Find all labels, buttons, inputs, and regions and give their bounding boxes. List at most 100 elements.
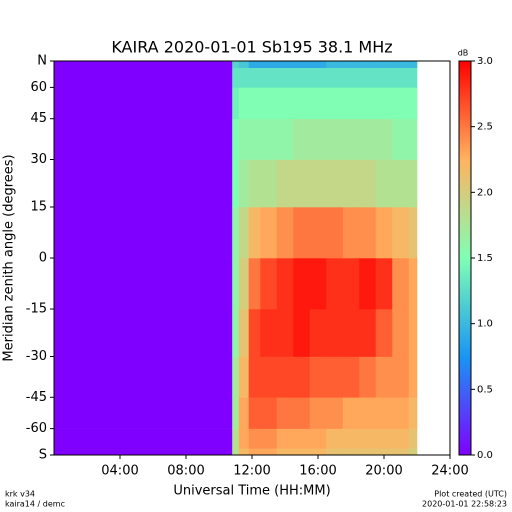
heatmap-cell	[232, 356, 240, 398]
heatmap-cell	[342, 67, 360, 88]
heatmap-cell	[232, 61, 240, 69]
heatmap-cell	[248, 308, 261, 357]
heatmap-cell	[375, 397, 393, 429]
heatmap-cell	[392, 308, 410, 357]
heatmap-cell	[232, 448, 240, 456]
heatmap-cell	[392, 67, 410, 88]
heatmap-cell	[326, 448, 344, 456]
heatmap-cell	[342, 397, 360, 429]
colorbar-tick-label: 1.0	[477, 319, 493, 330]
heatmap-cell	[359, 61, 377, 69]
heatmap-cell	[232, 428, 240, 449]
heatmap-cell	[293, 308, 311, 357]
heatmap-cell	[54, 258, 233, 310]
footer-text: 2020-01-01 22:58:23	[422, 500, 507, 509]
heatmap-cell	[375, 67, 393, 88]
heatmap-cell	[293, 159, 311, 208]
heatmap-cell	[276, 258, 294, 310]
heatmap-cell	[309, 356, 327, 398]
heatmap-cell	[342, 448, 360, 456]
heatmap-cell	[248, 448, 261, 456]
heatmap-cell	[276, 61, 294, 69]
heatmap-cell	[54, 159, 233, 208]
heatmap-cell	[375, 118, 393, 160]
heatmap-cell	[260, 67, 278, 88]
heatmap-cell	[238, 207, 249, 259]
y-tick-label: N	[37, 54, 47, 69]
y-tick-label: -30	[26, 349, 47, 364]
heatmap-cell	[326, 356, 344, 398]
heatmap-cell	[309, 397, 327, 429]
y-tick-label: 15	[30, 200, 47, 215]
heatmap-cell	[342, 308, 360, 357]
chart-title: KAIRA 2020-01-01 Sb195 38.1 MHz	[111, 38, 392, 57]
heatmap-cell	[238, 67, 249, 88]
heatmap	[54, 61, 418, 456]
heatmap-cell	[375, 61, 393, 69]
heatmap-cell	[276, 308, 294, 357]
heatmap-cell	[54, 308, 233, 357]
y-tick-label: S	[39, 448, 47, 463]
heatmap-cell	[260, 207, 278, 259]
colorbar-tick-label: 0.0	[477, 450, 493, 461]
heatmap-cell	[232, 397, 240, 429]
heatmap-cell	[326, 67, 344, 88]
heatmap-cell	[392, 159, 410, 208]
heatmap-cell	[359, 356, 377, 398]
heatmap-cell	[392, 258, 410, 310]
heatmap-cell	[293, 87, 311, 119]
heatmap-cell	[359, 159, 377, 208]
heatmap-cell	[293, 356, 311, 398]
heatmap-cell	[359, 448, 377, 456]
heatmap-cell	[54, 61, 233, 69]
heatmap-cell	[392, 207, 410, 259]
heatmap-cell	[359, 207, 377, 259]
heatmap-cell	[342, 258, 360, 310]
heatmap-cell	[260, 308, 278, 357]
heatmap-cell	[342, 428, 360, 449]
heatmap-cell	[238, 428, 249, 449]
heatmap-cell	[293, 448, 311, 456]
heatmap-cell	[248, 87, 261, 119]
heatmap-cell	[408, 87, 418, 119]
heatmap-cell	[309, 258, 327, 310]
heatmap-cell	[326, 397, 344, 429]
heatmap-cell	[359, 428, 377, 449]
heatmap-cell	[293, 67, 311, 88]
y-tick-label: 0	[39, 251, 47, 266]
heatmap-cell	[54, 67, 233, 88]
heatmap-cell	[408, 397, 418, 429]
heatmap-cell	[359, 258, 377, 310]
heatmap-cell	[359, 118, 377, 160]
heatmap-cell	[392, 61, 410, 69]
colorbar	[458, 60, 472, 456]
heatmap-cell	[232, 207, 240, 259]
heatmap-cell	[54, 118, 233, 160]
heatmap-cell	[276, 118, 294, 160]
x-tick-label: 04:00	[101, 464, 138, 479]
heatmap-cell	[293, 258, 311, 310]
heatmap-cell	[276, 67, 294, 88]
heatmap-cell	[375, 258, 393, 310]
heatmap-cell	[248, 207, 261, 259]
heatmap-cell	[408, 308, 418, 357]
heatmap-cell	[342, 61, 360, 69]
x-axis-label: Universal Time (HH:MM)	[173, 484, 330, 499]
heatmap-cell	[276, 428, 294, 449]
heatmap-cell	[359, 87, 377, 119]
y-tick-label: 30	[30, 152, 47, 167]
heatmap-cell	[408, 159, 418, 208]
y-tick-label: -45	[26, 390, 47, 405]
colorbar-tick-label: 2.5	[477, 122, 493, 133]
heatmap-cell	[326, 61, 344, 69]
heatmap-cell	[276, 356, 294, 398]
heatmap-cell	[260, 397, 278, 429]
heatmap-cell	[392, 428, 410, 449]
heatmap-cell	[260, 356, 278, 398]
heatmap-cell	[342, 159, 360, 208]
heatmap-cell	[392, 397, 410, 429]
heatmap-cell	[276, 448, 294, 456]
heatmap-cell	[375, 308, 393, 357]
heatmap-cell	[54, 428, 233, 449]
